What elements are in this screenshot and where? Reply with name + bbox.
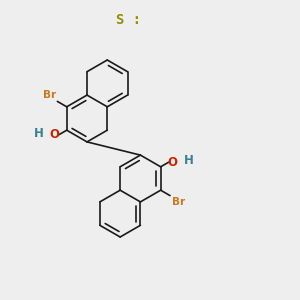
Text: Br: Br: [172, 197, 184, 207]
Text: H: H: [184, 154, 194, 167]
Text: Br: Br: [43, 90, 56, 100]
Text: O: O: [50, 128, 60, 141]
Text: O: O: [168, 156, 178, 169]
Text: H: H: [33, 127, 43, 140]
Text: S :: S :: [116, 13, 142, 26]
